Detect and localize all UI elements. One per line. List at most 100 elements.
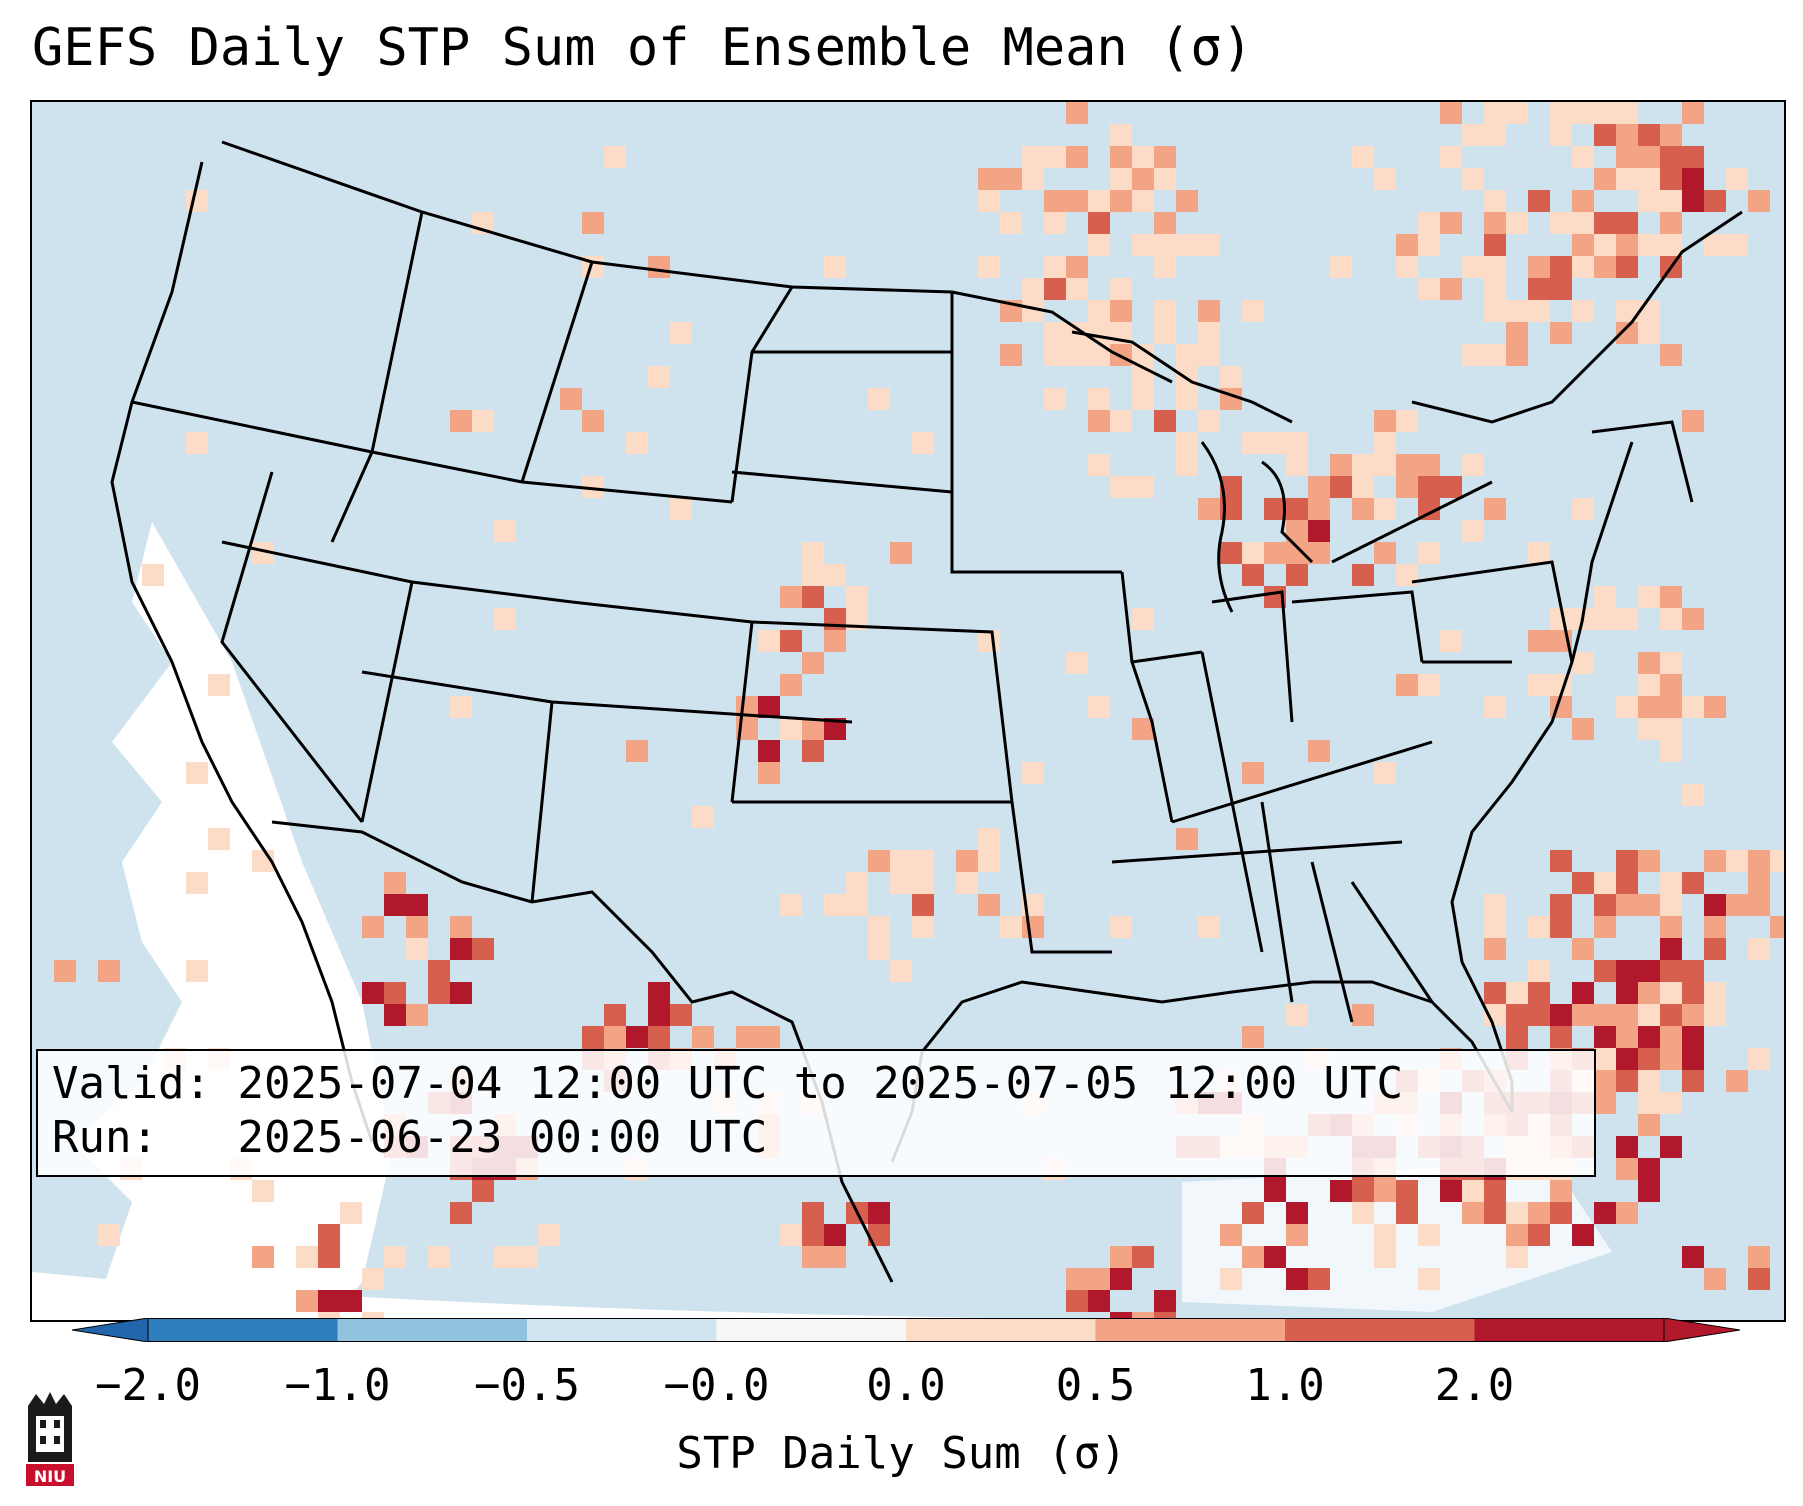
- anomaly-cell: [824, 564, 846, 586]
- anomaly-cell: [912, 894, 934, 916]
- anomaly-cell: [1462, 344, 1484, 366]
- anomaly-cell: [1088, 1290, 1110, 1312]
- anomaly-cell: [1198, 410, 1220, 432]
- anomaly-cell: [1616, 1202, 1638, 1224]
- anomaly-cell: [648, 982, 670, 1004]
- anomaly-cell: [1638, 674, 1660, 696]
- anomaly-cell: [1616, 850, 1638, 872]
- anomaly-cell: [780, 630, 802, 652]
- anomaly-cell: [1484, 894, 1506, 916]
- anomaly-cell: [1638, 1048, 1660, 1070]
- anomaly-cell: [1550, 256, 1572, 278]
- anomaly-cell: [1396, 1180, 1418, 1202]
- anomaly-cell: [1660, 718, 1682, 740]
- anomaly-cell: [1550, 1180, 1572, 1202]
- anomaly-cell: [1506, 1224, 1528, 1246]
- anomaly-cell: [1132, 1312, 1154, 1320]
- anomaly-cell: [648, 256, 670, 278]
- anomaly-cell: [582, 1026, 604, 1048]
- anomaly-cell: [1660, 652, 1682, 674]
- anomaly-cell: [1660, 872, 1682, 894]
- anomaly-cell: [978, 256, 1000, 278]
- anomaly-cell: [472, 410, 494, 432]
- anomaly-cell: [1616, 322, 1638, 344]
- anomaly-cell: [1550, 212, 1572, 234]
- anomaly-cell: [1220, 1224, 1242, 1246]
- anomaly-cell: [1132, 476, 1154, 498]
- anomaly-cell: [142, 564, 164, 586]
- anomaly-cell: [1660, 234, 1682, 256]
- anomaly-cell: [868, 1224, 890, 1246]
- anomaly-cell: [1484, 916, 1506, 938]
- anomaly-cell: [1682, 1246, 1704, 1268]
- colorbar-tick-label: −1.0: [284, 1360, 391, 1411]
- anomaly-cell: [1528, 960, 1550, 982]
- anomaly-cell: [1242, 300, 1264, 322]
- anomaly-cell: [1088, 410, 1110, 432]
- anomaly-cell: [1132, 344, 1154, 366]
- anomaly-cell: [1572, 498, 1594, 520]
- colorbar-segment: [1285, 1318, 1475, 1342]
- anomaly-cell: [1374, 410, 1396, 432]
- anomaly-cell: [1506, 1026, 1528, 1048]
- anomaly-cell: [1660, 344, 1682, 366]
- anomaly-cell: [1132, 388, 1154, 410]
- anomaly-cell: [1616, 608, 1638, 630]
- anomaly-cell: [186, 190, 208, 212]
- anomaly-cell: [1110, 146, 1132, 168]
- logo-text: NIU: [34, 1467, 66, 1486]
- anomaly-cell: [1660, 168, 1682, 190]
- anomaly-cell: [1044, 388, 1066, 410]
- anomaly-cell: [1396, 476, 1418, 498]
- anomaly-cell: [1396, 1202, 1418, 1224]
- anomaly-cell: [1682, 168, 1704, 190]
- anomaly-cell: [912, 872, 934, 894]
- anomaly-cell: [1440, 212, 1462, 234]
- anomaly-cell: [1638, 718, 1660, 740]
- anomaly-cell: [978, 168, 1000, 190]
- anomaly-cell: [1682, 1070, 1704, 1092]
- anomaly-cell: [780, 674, 802, 696]
- anomaly-cell: [362, 916, 384, 938]
- anomaly-cell: [1374, 432, 1396, 454]
- anomaly-cell: [1660, 586, 1682, 608]
- anomaly-cell: [1330, 476, 1352, 498]
- anomaly-cell: [406, 938, 428, 960]
- anomaly-cell: [54, 960, 76, 982]
- anomaly-cell: [1242, 564, 1264, 586]
- anomaly-cell: [406, 916, 428, 938]
- anomaly-cell: [384, 1246, 406, 1268]
- anomaly-cell: [1682, 1026, 1704, 1048]
- anomaly-cell: [384, 982, 406, 1004]
- anomaly-cell: [758, 1026, 780, 1048]
- anomaly-cell: [736, 1026, 758, 1048]
- anomaly-cell: [1110, 190, 1132, 212]
- anomaly-cell: [1506, 102, 1528, 124]
- anomaly-cell: [1022, 146, 1044, 168]
- anomaly-cell: [824, 894, 846, 916]
- anomaly-cell: [494, 608, 516, 630]
- anomaly-cell: [1528, 256, 1550, 278]
- anomaly-cell: [1374, 762, 1396, 784]
- anomaly-cell: [1110, 168, 1132, 190]
- anomaly-cell: [1748, 894, 1770, 916]
- anomaly-cell: [1638, 168, 1660, 190]
- anomaly-cell: [1396, 410, 1418, 432]
- anomaly-cell: [1638, 1070, 1660, 1092]
- anomaly-cell: [1110, 124, 1132, 146]
- anomaly-cell: [1594, 1004, 1616, 1026]
- anomaly-cell: [406, 894, 428, 916]
- anomaly-cell: [846, 608, 868, 630]
- anomaly-cell: [1682, 1004, 1704, 1026]
- anomaly-cell: [1660, 982, 1682, 1004]
- anomaly-cell: [1572, 718, 1594, 740]
- anomaly-cell: [1044, 212, 1066, 234]
- anomaly-cell: [1616, 124, 1638, 146]
- anomaly-cell: [1572, 234, 1594, 256]
- anomaly-cell: [340, 1290, 362, 1312]
- anomaly-cell: [1440, 278, 1462, 300]
- anomaly-cell: [1528, 916, 1550, 938]
- anomaly-cell: [1418, 212, 1440, 234]
- anomaly-cell: [1704, 190, 1726, 212]
- anomaly-cell: [1572, 256, 1594, 278]
